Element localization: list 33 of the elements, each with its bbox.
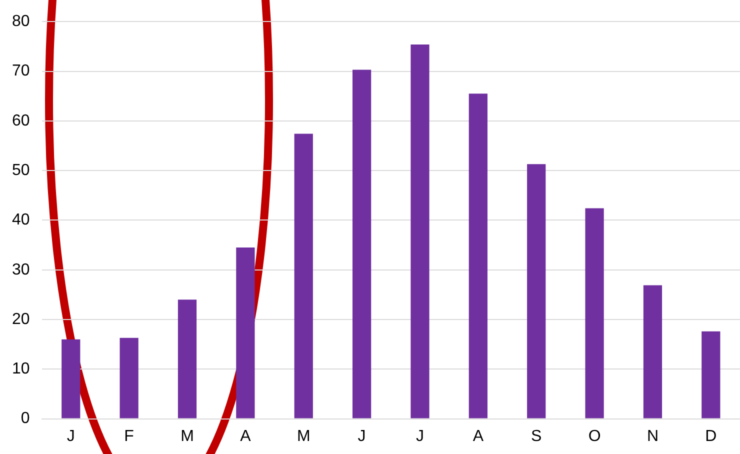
bar	[62, 339, 80, 418]
y-tick-label: 0	[20, 410, 30, 428]
bar	[352, 70, 372, 418]
x-tick-label: O	[588, 428, 601, 445]
y-tick-label: 30	[12, 261, 30, 278]
x-tick-label: S	[531, 428, 542, 445]
y-tick-label: 50	[12, 162, 30, 179]
bar	[178, 300, 197, 418]
y-tick-label: 10	[12, 360, 30, 378]
bar	[643, 285, 662, 418]
x-tick-label: D	[705, 428, 717, 445]
bar	[527, 164, 546, 418]
x-tick-label: M	[296, 428, 310, 445]
x-tick-label: A	[472, 428, 484, 445]
bar	[294, 134, 313, 418]
y-tick-label: 40	[12, 212, 30, 229]
bar	[585, 208, 604, 418]
x-tick-label: M	[180, 428, 194, 445]
bar	[236, 248, 255, 418]
x-tick-label: J	[66, 428, 75, 445]
bar	[468, 94, 488, 418]
x-tick-label: N	[646, 428, 659, 445]
bar	[410, 44, 430, 418]
bar	[702, 331, 720, 418]
x-tick-label: J	[416, 428, 424, 445]
y-tick-label: 20	[12, 310, 30, 328]
bar	[120, 338, 138, 418]
x-tick-label: J	[358, 428, 366, 445]
y-tick-label: 70	[12, 62, 30, 80]
y-tick-label: 60	[12, 112, 30, 130]
x-tick-label: F	[124, 428, 134, 445]
x-tick-label: A	[240, 428, 252, 445]
y-tick-label: 80	[12, 13, 30, 30]
